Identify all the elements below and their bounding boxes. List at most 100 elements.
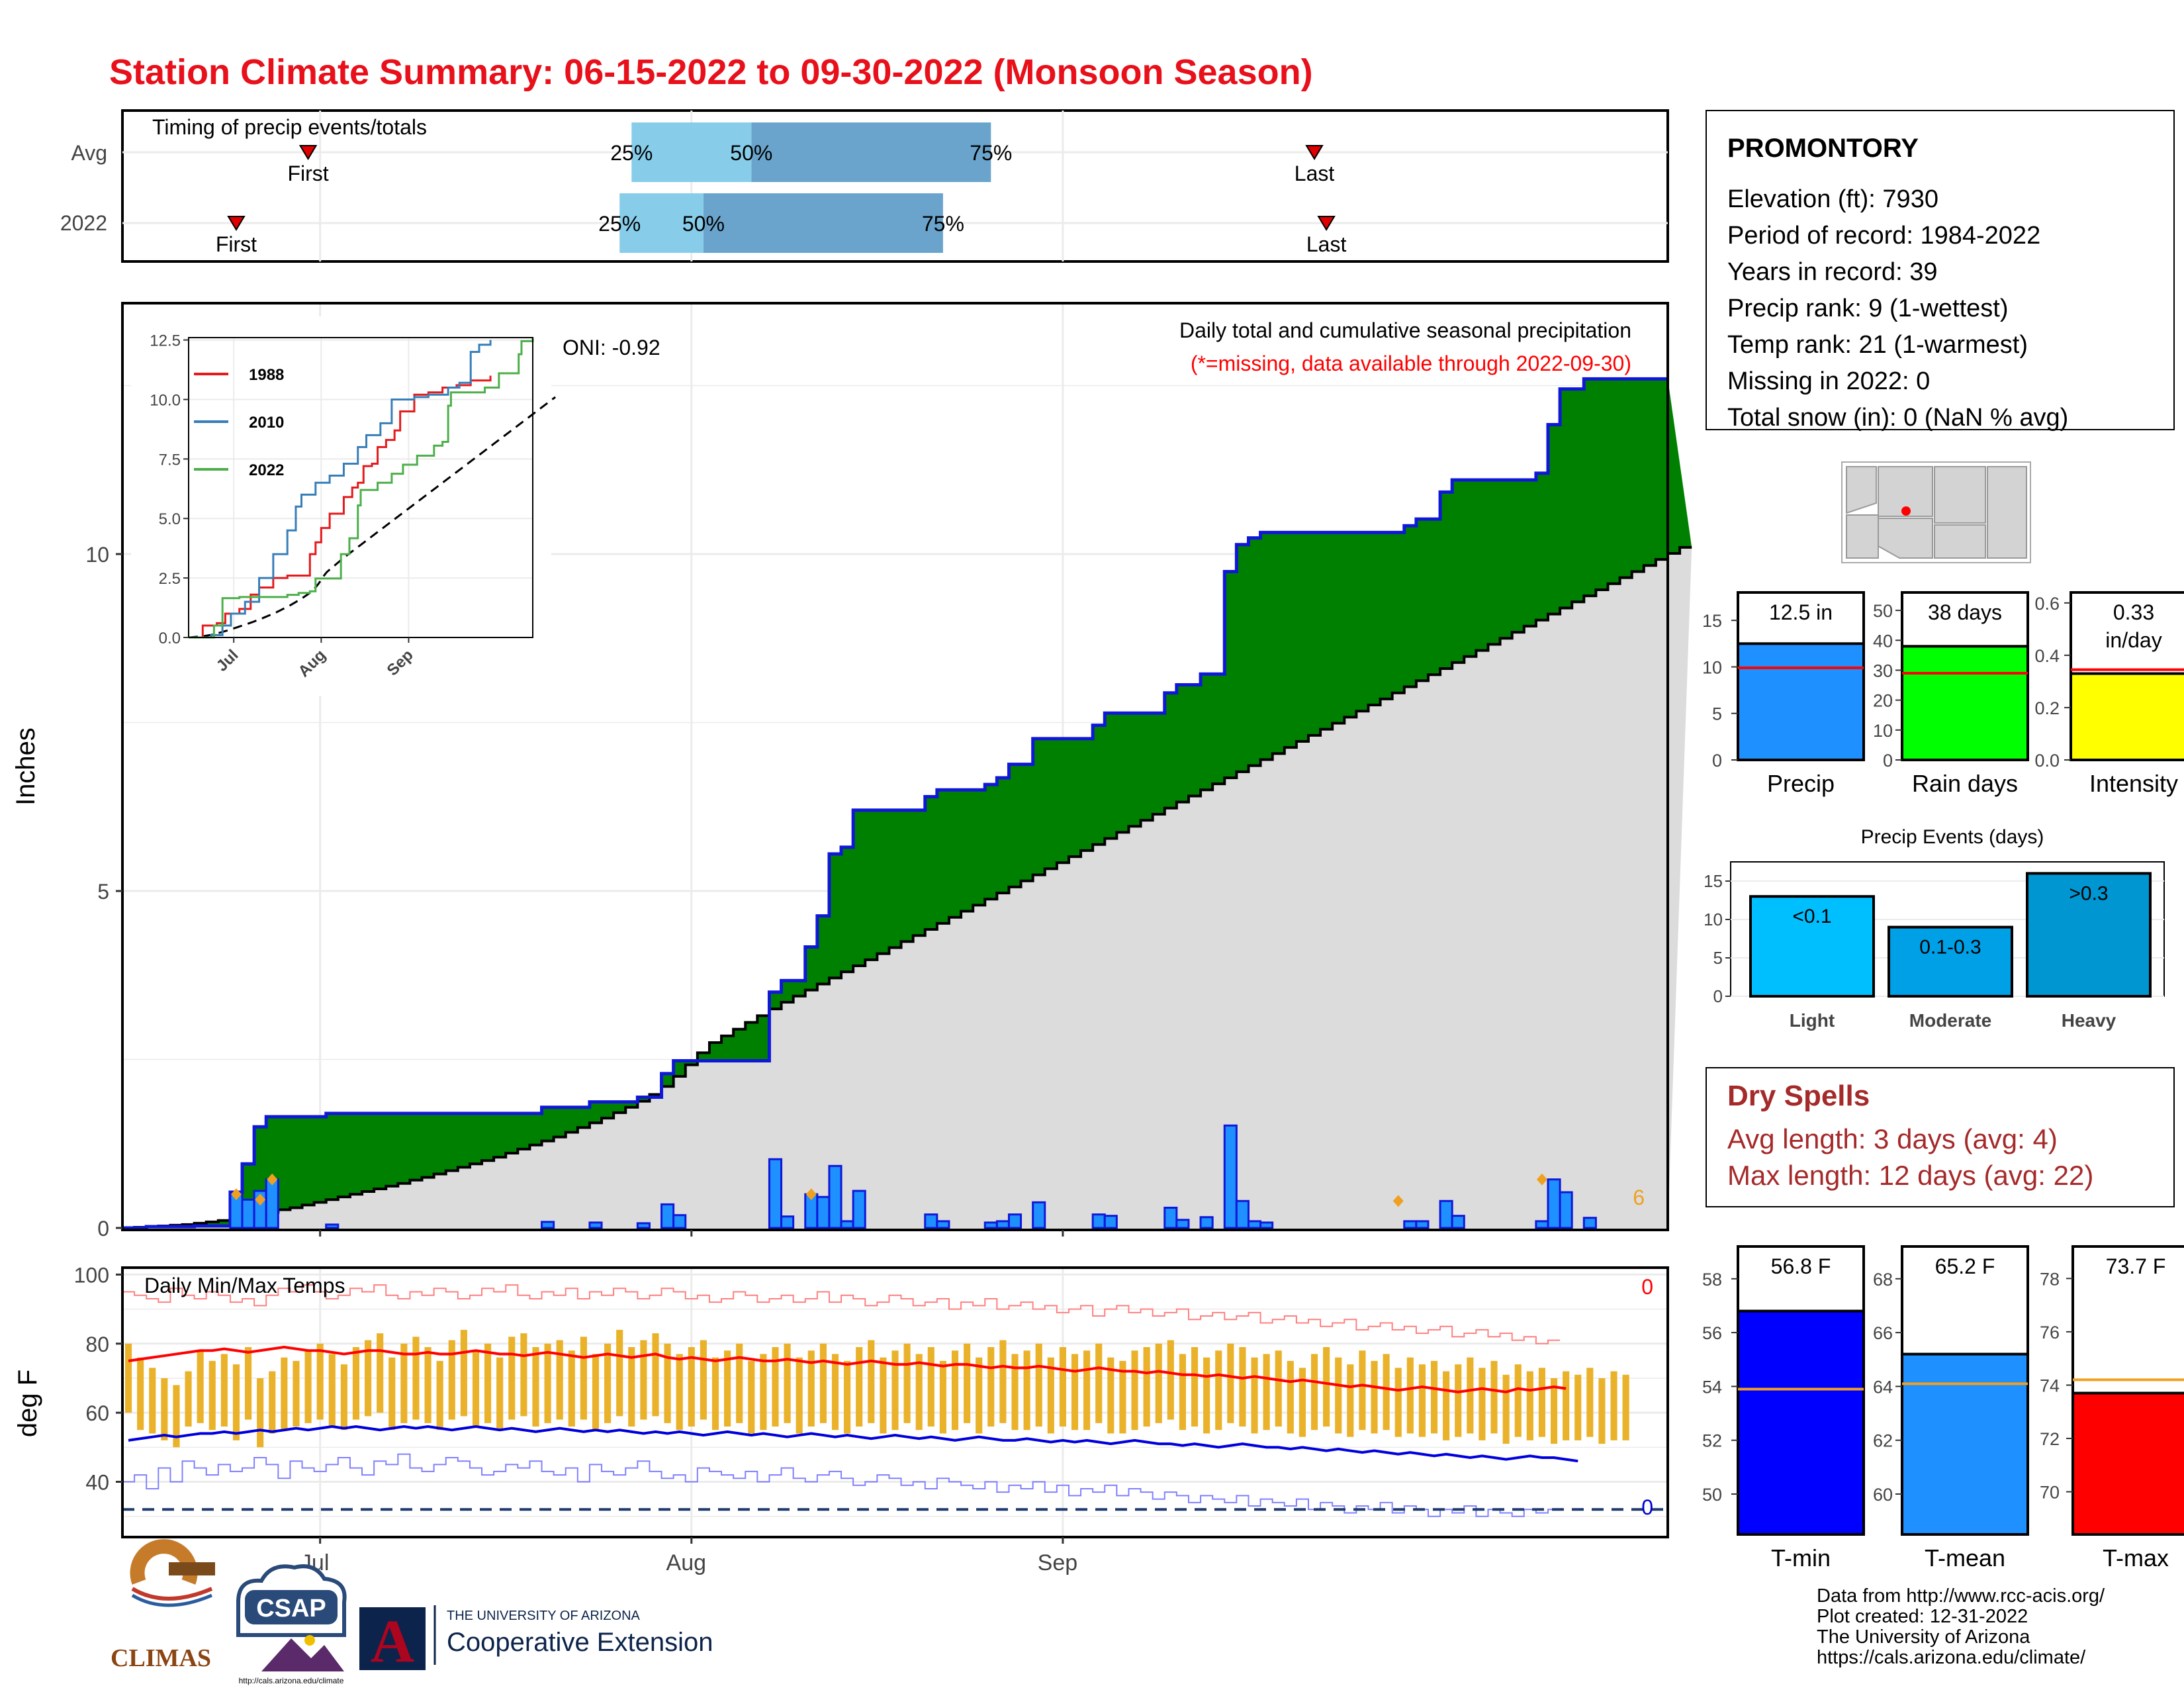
daily-temp-range-bar bbox=[1011, 1354, 1019, 1430]
summary-y-tick-label: 0.4 bbox=[2034, 646, 2060, 666]
inset-y-tick-label: 5.0 bbox=[159, 510, 181, 528]
summary-y-tick-label: 56 bbox=[1702, 1323, 1722, 1343]
timing-bar-50-75 bbox=[751, 122, 991, 182]
daily-temp-range-bar bbox=[700, 1340, 707, 1420]
daily-temp-range-bar bbox=[1430, 1360, 1438, 1434]
daily-temp-range-bar bbox=[772, 1347, 779, 1427]
summary-y-tick-label: 64 bbox=[1873, 1377, 1893, 1397]
y-tick-label: 0 bbox=[97, 1217, 109, 1241]
dry-spells-max: Max length: 12 days (avg: 22) bbox=[1727, 1160, 2093, 1191]
daily-temp-range-bar bbox=[939, 1360, 946, 1434]
timing-percentile-label: 50% bbox=[730, 141, 772, 165]
daily-temp-range-bar bbox=[880, 1357, 887, 1434]
daily-temp-range-bar bbox=[604, 1343, 612, 1423]
daily-precip-bar bbox=[265, 1178, 279, 1229]
daily-temp-range-bar bbox=[927, 1347, 934, 1427]
daily-precip-bar bbox=[840, 1220, 854, 1229]
inset-y-tick-label: 2.5 bbox=[159, 570, 181, 588]
station-line: Total snow (in): 0 (NaN % avg) bbox=[1727, 404, 2068, 432]
temp-panel-label: Daily Min/Max Temps bbox=[144, 1274, 345, 1297]
summary-y-tick-label: 50 bbox=[1873, 601, 1893, 621]
daily-temp-range-bar bbox=[161, 1378, 168, 1440]
daily-temp-range-bar bbox=[1490, 1360, 1498, 1434]
daily-temp-range-bar bbox=[819, 1343, 827, 1423]
daily-temp-range-bar bbox=[1610, 1371, 1617, 1440]
event-bar-label: >0.3 bbox=[2069, 882, 2108, 904]
university-of-arizona-logo: A THE UNIVERSITY OF ARIZONA Cooperative … bbox=[359, 1605, 713, 1675]
daily-temp-range-bar bbox=[269, 1371, 276, 1434]
daily-temp-range-bar bbox=[1467, 1357, 1474, 1434]
daily-temp-range-bar bbox=[1215, 1350, 1222, 1430]
daily-temp-range-bar bbox=[1479, 1368, 1486, 1440]
inset-series-2010 bbox=[189, 340, 492, 639]
daily-temp-range-bar bbox=[185, 1371, 192, 1427]
summary-bar-chart: 0 5 10 15 12.5 in Precip bbox=[1702, 591, 1865, 797]
station-info-box: PROMONTORY Elevation (ft): 7930 Period o… bbox=[1706, 110, 2175, 432]
last-event-label: Last bbox=[1295, 162, 1335, 185]
daily-temp-range-bar bbox=[1095, 1343, 1103, 1423]
daily-temp-range-bar bbox=[316, 1343, 324, 1420]
daily-precip-bar bbox=[1223, 1124, 1238, 1229]
daily-precip-bar bbox=[1403, 1220, 1418, 1229]
daily-temp-range-bar bbox=[436, 1360, 443, 1430]
ua-cooperative-extension: Cooperative Extension bbox=[447, 1628, 713, 1657]
event-bar-moderate bbox=[1888, 925, 2013, 998]
daily-temp-range-bar bbox=[532, 1347, 539, 1427]
daily-temp-range-bar bbox=[1083, 1350, 1091, 1430]
summary-value-label: 12.5 in bbox=[1769, 600, 1833, 624]
station-line: Precip rank: 9 (1-wettest) bbox=[1727, 295, 2008, 322]
daily-temp-range-bar bbox=[676, 1354, 683, 1430]
daily-temp-range-bar bbox=[484, 1343, 492, 1423]
station-name: PROMONTORY bbox=[1727, 134, 1919, 163]
daily-temp-range-bar bbox=[1371, 1360, 1378, 1434]
summary-bar bbox=[1901, 1352, 2029, 1536]
daily-temp-range-bar bbox=[1514, 1364, 1522, 1437]
daily-temp-range-bar bbox=[244, 1347, 252, 1420]
daily-precip-bar bbox=[983, 1221, 998, 1229]
daily-temp-range-bar bbox=[844, 1360, 851, 1434]
dry-spells-title: Dry Spells bbox=[1727, 1080, 1870, 1112]
daily-temp-range-bar bbox=[724, 1350, 731, 1427]
heavy-event-marker bbox=[255, 1194, 266, 1206]
precip-events-chart: Precip Events (days) 0 5 10 15 <0.1 Light 0.1-… bbox=[1704, 826, 2165, 1031]
summary-x-label: T-min bbox=[1771, 1544, 1831, 1571]
daily-temp-range-bar bbox=[388, 1357, 396, 1430]
daily-precip-bar bbox=[1007, 1213, 1023, 1229]
daily-temp-range-bar bbox=[460, 1329, 467, 1417]
daily-precip-bar bbox=[672, 1214, 687, 1229]
daily-temp-range-bar bbox=[1191, 1347, 1199, 1427]
timing-bar-25-50 bbox=[631, 122, 752, 182]
event-count: 6 bbox=[1633, 1186, 1645, 1209]
legend-label: 2010 bbox=[249, 414, 284, 432]
daily-temp-range-bar bbox=[784, 1343, 791, 1423]
daily-temp-range-bar bbox=[1550, 1378, 1558, 1444]
event-category-label: Moderate bbox=[1909, 1010, 1991, 1031]
last-event-marker bbox=[1317, 216, 1336, 231]
inset-average-line bbox=[188, 396, 557, 639]
event-bar-label: 0.1-0.3 bbox=[1919, 937, 1981, 959]
daily-temp-range-bar bbox=[856, 1347, 863, 1427]
climas-logo: CLIMAS bbox=[111, 1539, 215, 1672]
record-high-count: 0 bbox=[1641, 1275, 1653, 1299]
daily-precip-bar bbox=[1091, 1213, 1106, 1229]
location-map bbox=[1841, 461, 2031, 563]
daily-temp-range-bar bbox=[281, 1357, 288, 1430]
heavy-event-marker bbox=[230, 1188, 242, 1201]
daily-temp-range-bar bbox=[903, 1343, 911, 1423]
daily-temp-range-bar bbox=[1323, 1347, 1330, 1427]
daily-precip-bar bbox=[1259, 1221, 1274, 1229]
heavy-event-marker bbox=[805, 1188, 817, 1201]
daily-temp-range-bar bbox=[915, 1354, 923, 1430]
daily-temp-range-bar bbox=[1394, 1368, 1402, 1437]
summary-x-label: Rain days bbox=[1912, 770, 2018, 797]
daily-temp-range-bar bbox=[1167, 1340, 1174, 1420]
daily-temp-range-bar bbox=[149, 1368, 156, 1434]
daily-temp-range-bar bbox=[1526, 1371, 1533, 1440]
daily-temp-range-bar bbox=[508, 1336, 516, 1420]
y-tick-label: 10 bbox=[85, 543, 109, 567]
footer-line: https://cals.arizona.edu/climate/ bbox=[1817, 1647, 2086, 1668]
average-tmin-line bbox=[128, 1425, 1578, 1463]
daily-temp-range-bar bbox=[664, 1343, 671, 1423]
daily-temp-range-bar bbox=[1071, 1354, 1079, 1430]
summary-bar bbox=[1737, 1309, 1865, 1536]
